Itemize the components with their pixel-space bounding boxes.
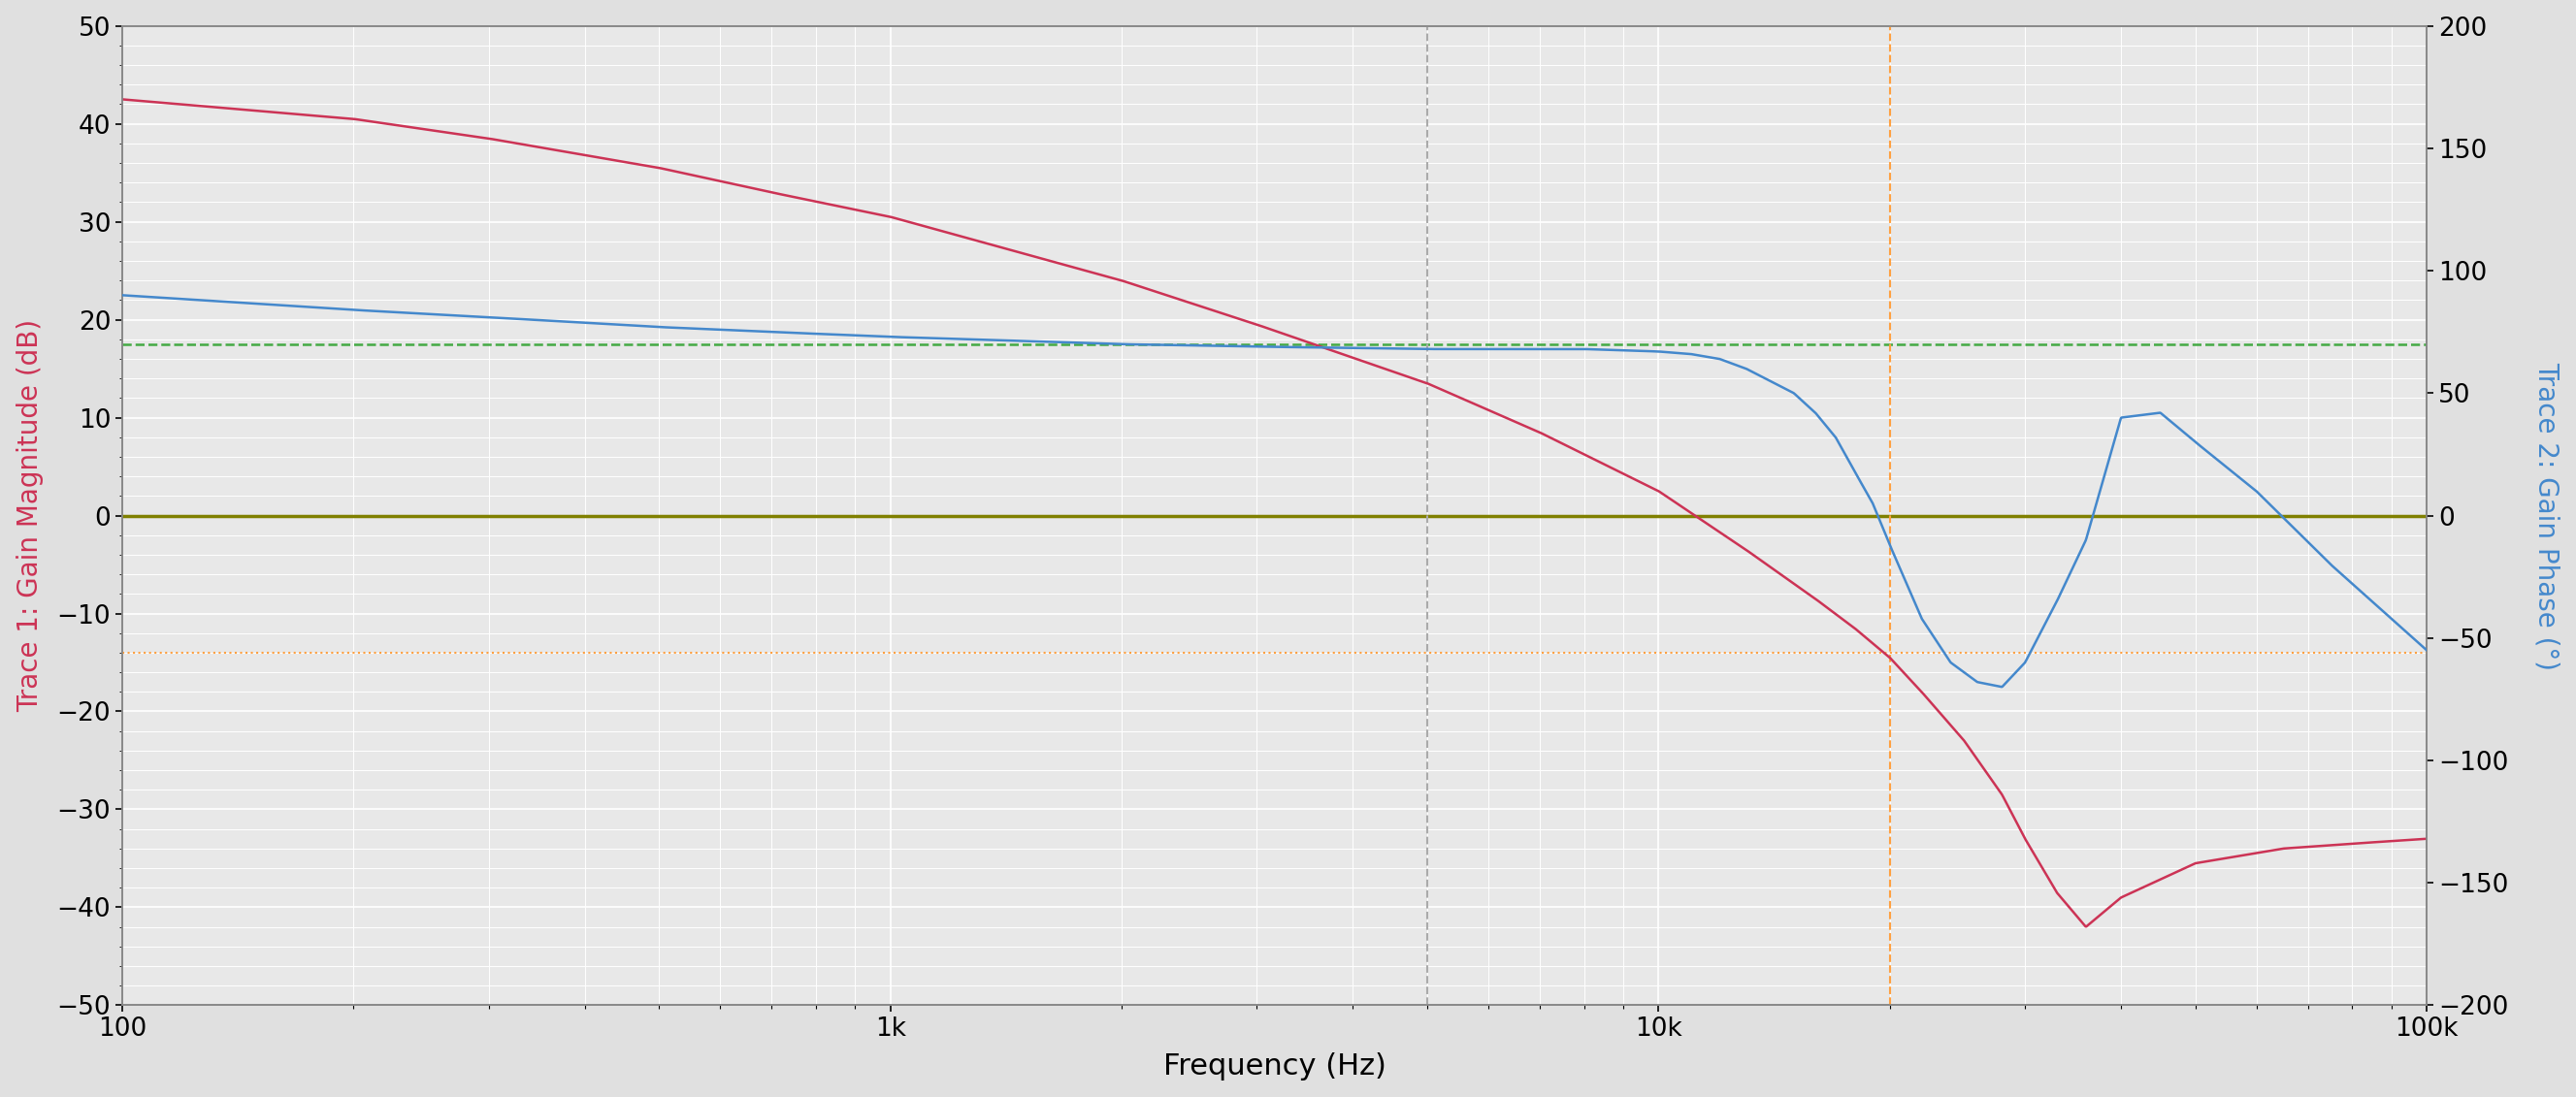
Y-axis label: Trace 2: Gain Phase (°): Trace 2: Gain Phase (°): [2532, 361, 2561, 670]
Y-axis label: Trace 1: Gain Magnitude (dB): Trace 1: Gain Magnitude (dB): [15, 319, 44, 712]
X-axis label: Frequency (Hz): Frequency (Hz): [1162, 1053, 1386, 1081]
